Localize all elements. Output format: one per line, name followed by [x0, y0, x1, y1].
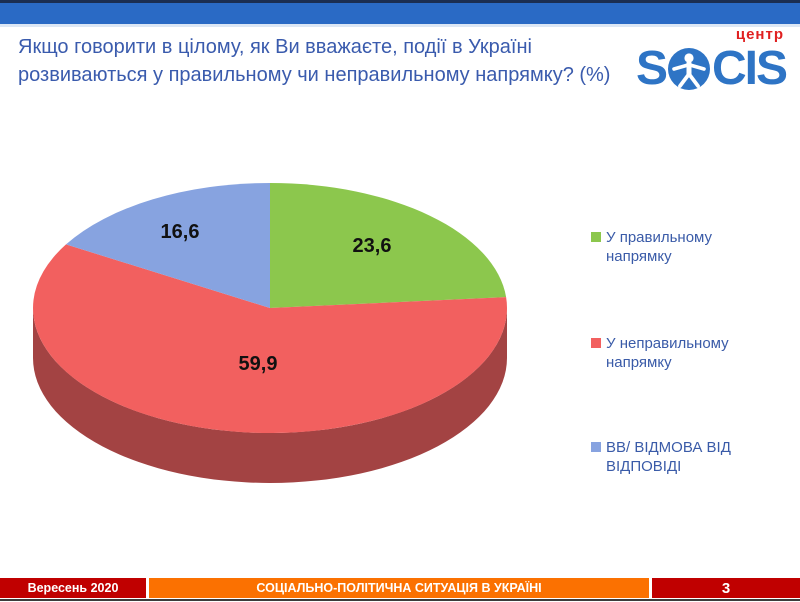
footer-page-number: 3 [652, 578, 800, 598]
top-blue-bar [0, 3, 800, 24]
page-title-line1: Якщо говорити в цілому, як Ви вважаєте, … [18, 36, 532, 58]
legend-swatch-red [591, 338, 601, 348]
legend-item-pravylnomu: У правильному напрямку [591, 228, 791, 266]
pie-slice-nepravylnomu [33, 244, 508, 434]
pie-side-3d [33, 308, 507, 483]
top-bar-underline [0, 24, 800, 27]
pie-chart-svg: 23,6 16,6 59,9 [33, 183, 508, 483]
legend-swatch-blue [591, 442, 601, 452]
pie-slice-vidmova [66, 183, 270, 308]
logo-wordmark: S CIS [621, 42, 788, 95]
legend-label: ВВ/ ВІДМОВА ВІД ВІДПОВІДІ [606, 439, 731, 475]
page-title: Якщо говорити в цілому, як Ви вважаєте, … [18, 33, 628, 89]
legend-swatch-green [591, 232, 601, 242]
pie-chart: 23,6 16,6 59,9 [20, 160, 540, 510]
pie-value-red: 59,9 [239, 353, 278, 375]
vitruvian-person-icon [667, 48, 710, 90]
socis-logo: центр S CIS [621, 26, 788, 99]
footer-date-badge: Вересень 2020 [0, 578, 146, 598]
legend-item-vidmova: ВВ/ ВІДМОВА ВІД ВІДПОВІДІ [591, 438, 791, 476]
logo-letters-cis: CIS [711, 42, 788, 95]
legend-item-nepravylnomu: У неправильному напрямку [591, 334, 791, 372]
logo-letter-s: S [635, 42, 668, 95]
footer-report-title: СОЦІАЛЬНО-ПОЛІТИЧНА СИТУАЦІЯ В УКРАЇНІ [149, 578, 649, 598]
bottom-border-line [0, 599, 800, 601]
pie-value-green: 23,6 [353, 235, 392, 257]
top-border-line [0, 0, 800, 3]
pie-value-blue: 16,6 [161, 221, 200, 243]
legend-label: У неправильному напрямку [606, 335, 729, 371]
page-title-line2: розвиваються у правильному чи неправильн… [18, 64, 611, 86]
legend-label: У правильному напрямку [606, 229, 713, 265]
pie-slice-pravylnomu [270, 183, 507, 308]
logo-centr-label: центр [735, 26, 784, 43]
